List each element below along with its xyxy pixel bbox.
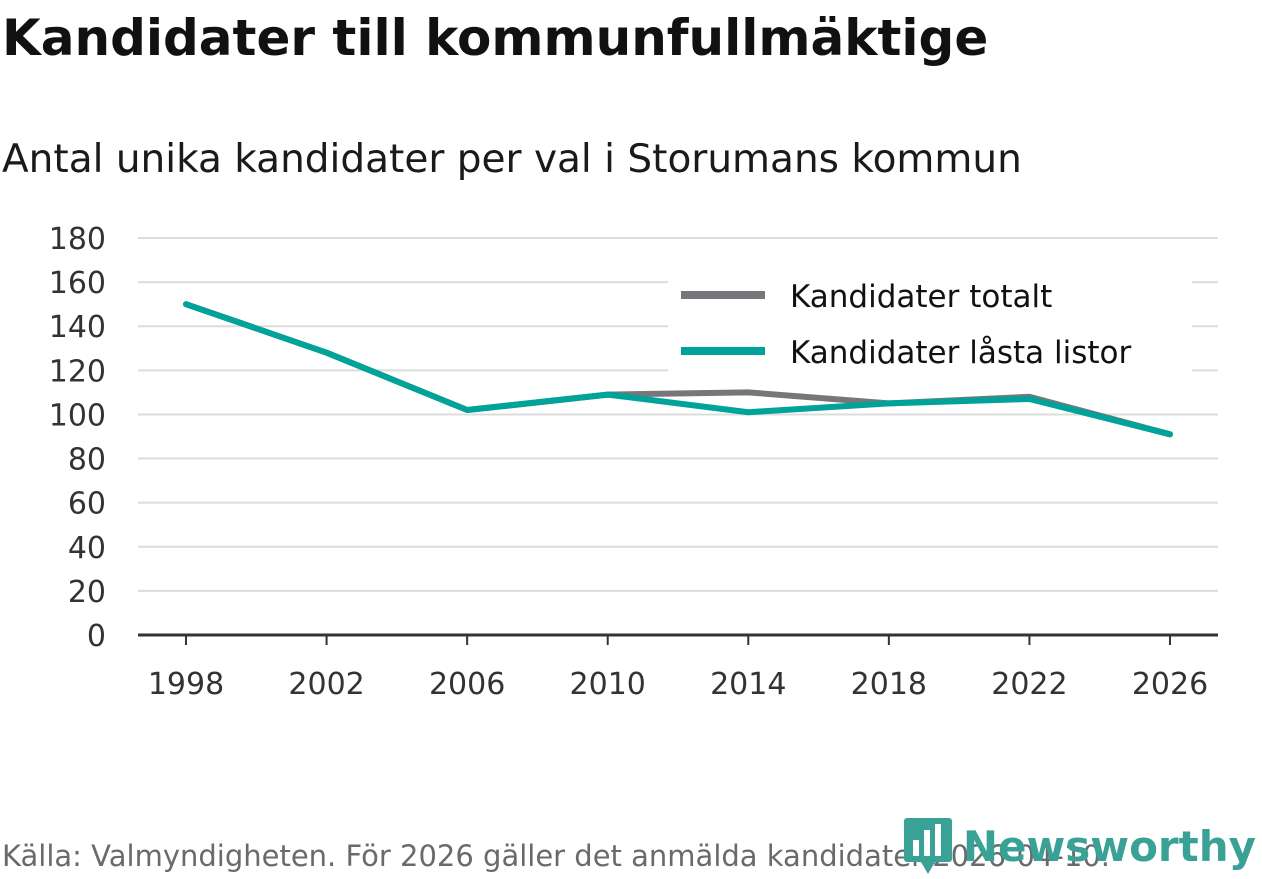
y-tick-label: 160 [49, 266, 106, 301]
y-tick-label: 20 [68, 575, 106, 610]
y-axis-ticks: 0 20 40 60 80 100 120 140 160 180 [49, 222, 106, 654]
x-tick-label: 2002 [288, 667, 364, 702]
bar-chart-pin-icon [903, 818, 952, 874]
x-tick-label: 2022 [991, 667, 1067, 702]
brand-logo: Newsworthy [903, 816, 1256, 876]
y-tick-label: 140 [49, 310, 106, 345]
x-tick-label: 2014 [710, 667, 786, 702]
legend: Kandidater totalt Kandidater låsta listo… [668, 268, 1192, 374]
x-tick-label: 1998 [148, 667, 224, 702]
x-tick-label: 2026 [1132, 667, 1208, 702]
y-tick-label: 60 [68, 487, 106, 522]
legend-background [668, 268, 1192, 374]
legend-label-locked: Kandidater låsta listor [790, 335, 1131, 371]
y-tick-label: 0 [87, 619, 106, 654]
brand-name: Newsworthy [962, 821, 1256, 871]
x-tick-label: 2010 [570, 667, 646, 702]
series-line-locked [183, 301, 1173, 438]
y-tick-label: 80 [68, 443, 106, 478]
y-tick-label: 100 [49, 398, 106, 433]
y-tick-label: 120 [49, 354, 106, 389]
y-tick-label: 180 [49, 222, 106, 257]
chart-subtitle: Antal unika kandidater per val i Storuma… [2, 137, 1022, 182]
x-axis-ticks: 1998 2002 2006 2010 2014 2018 2022 2026 [148, 635, 1208, 702]
y-tick-label: 40 [68, 531, 106, 566]
series-lines [183, 301, 1173, 438]
x-tick-label: 2018 [851, 667, 927, 702]
legend-label-total: Kandidater totalt [790, 279, 1052, 315]
chart-title: Kandidater till kommunfullmäktige [2, 9, 989, 67]
x-tick-label: 2006 [429, 667, 505, 702]
